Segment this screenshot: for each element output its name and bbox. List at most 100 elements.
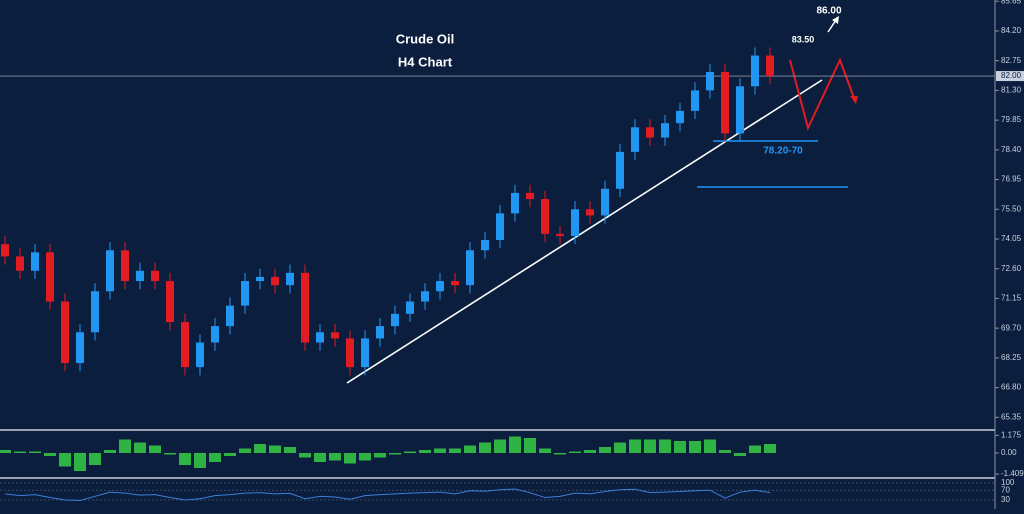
oscillator-bar [44, 453, 56, 456]
oscillator-bar [404, 451, 416, 453]
candle-body [601, 188, 609, 216]
candle-body [466, 250, 474, 286]
candle-body [421, 291, 429, 302]
y-tick-label: 84.20 [1001, 26, 1022, 35]
y-tick-label: 68.25 [1001, 353, 1022, 362]
y-tick-label: 1.175 [1001, 430, 1022, 439]
candle-body [406, 301, 414, 314]
projection-path [789, 57, 855, 131]
y-tick-label: 69.70 [1001, 323, 1022, 332]
oscillator-bar [59, 453, 71, 467]
oscillator-bar [599, 447, 611, 453]
oscillator-bar [239, 448, 251, 453]
candle-body [391, 313, 399, 327]
candle-body [736, 86, 744, 134]
candle-body [436, 281, 444, 292]
y-tick-label: 30 [1001, 495, 1010, 504]
target-arrowhead [832, 16, 839, 24]
oscillator-bar [719, 450, 731, 453]
oscillator-bar [329, 453, 341, 461]
y-tick-label: 78.40 [1001, 145, 1022, 154]
oscillator-bar [449, 448, 461, 453]
oscillator-bar [74, 453, 86, 471]
chart-title: Crude Oil [396, 31, 455, 46]
y-tick-label: 100 [1001, 478, 1015, 487]
oscillator-bar [359, 453, 371, 461]
y-tick-label: 76.95 [1001, 175, 1022, 184]
candle-body [226, 305, 234, 327]
candle-body [661, 123, 669, 138]
candle-body [376, 326, 384, 339]
candle-body [151, 270, 159, 282]
y-tick-label: 0.00 [1001, 448, 1017, 457]
annotation: 83.50 [792, 34, 815, 44]
candle-body [676, 110, 684, 124]
oscillator-bar [734, 453, 746, 456]
oscillator-bar [614, 442, 626, 453]
oscillator-bar [494, 439, 506, 453]
oscillator-bar [104, 450, 116, 453]
candle-body [196, 342, 204, 368]
oscillator-bar [299, 453, 311, 458]
candle-body [526, 192, 534, 200]
oscillator-bar [134, 442, 146, 453]
candle-body [211, 326, 219, 343]
candle-body [346, 338, 354, 368]
oscillator-bar [584, 450, 596, 453]
oscillator-bar [149, 445, 161, 453]
y-tick-label: 72.60 [1001, 264, 1022, 273]
y-tick-label: 75.50 [1001, 204, 1022, 213]
candle-body [496, 213, 504, 241]
candle-body [301, 272, 309, 343]
candle-body [91, 291, 99, 333]
oscillator-bar [509, 436, 521, 453]
oscillator-bar [749, 445, 761, 453]
y-tick-label: 71.15 [1001, 294, 1022, 303]
oscillator-bar [179, 453, 191, 465]
oscillator-bar [479, 442, 491, 453]
oscillator-bar [554, 453, 566, 455]
oscillator-bar [284, 447, 296, 453]
last-price-label: 82.00 [1001, 71, 1022, 80]
candle-body [586, 209, 594, 216]
oscillator-bar [659, 439, 671, 453]
oscillator-bar [464, 445, 476, 453]
last-price-box [996, 71, 1024, 82]
candle-body [61, 301, 69, 364]
oscillator-bar [254, 444, 266, 453]
target-arrow [827, 19, 837, 33]
candle-body [271, 276, 279, 286]
candle-body [31, 252, 39, 271]
oscillator-bar [344, 453, 356, 464]
oscillator-bar [0, 450, 11, 453]
oscillator-bar [764, 444, 776, 453]
oscillator-bar [644, 439, 656, 453]
oscillator-bar [314, 453, 326, 462]
oscillator-bar [374, 453, 386, 458]
candle-body [751, 55, 759, 87]
y-tick-label: -1.409 [1001, 469, 1024, 478]
candle-body [166, 281, 174, 323]
y-tick-label: 70 [1001, 485, 1010, 494]
oscillator-bar [629, 439, 641, 453]
candle-body [331, 332, 339, 339]
candle-body [691, 90, 699, 111]
candle-body [511, 192, 519, 214]
y-tick-label: 74.05 [1001, 234, 1022, 243]
oscillator-bar [674, 441, 686, 453]
candle-body [721, 71, 729, 134]
y-tick-label: 81.30 [1001, 86, 1022, 95]
candle-body [556, 233, 564, 236]
candle-body [361, 338, 369, 368]
candle-body [316, 332, 324, 343]
oscillator-bar [269, 445, 281, 453]
candle-body [76, 332, 84, 364]
oscillator-bar [539, 448, 551, 453]
y-tick-label: 66.80 [1001, 383, 1022, 392]
oscillator-bar [209, 453, 221, 462]
oscillator-bar [14, 451, 26, 453]
oscillator-bar [89, 453, 101, 465]
oscillator-bar [194, 453, 206, 468]
